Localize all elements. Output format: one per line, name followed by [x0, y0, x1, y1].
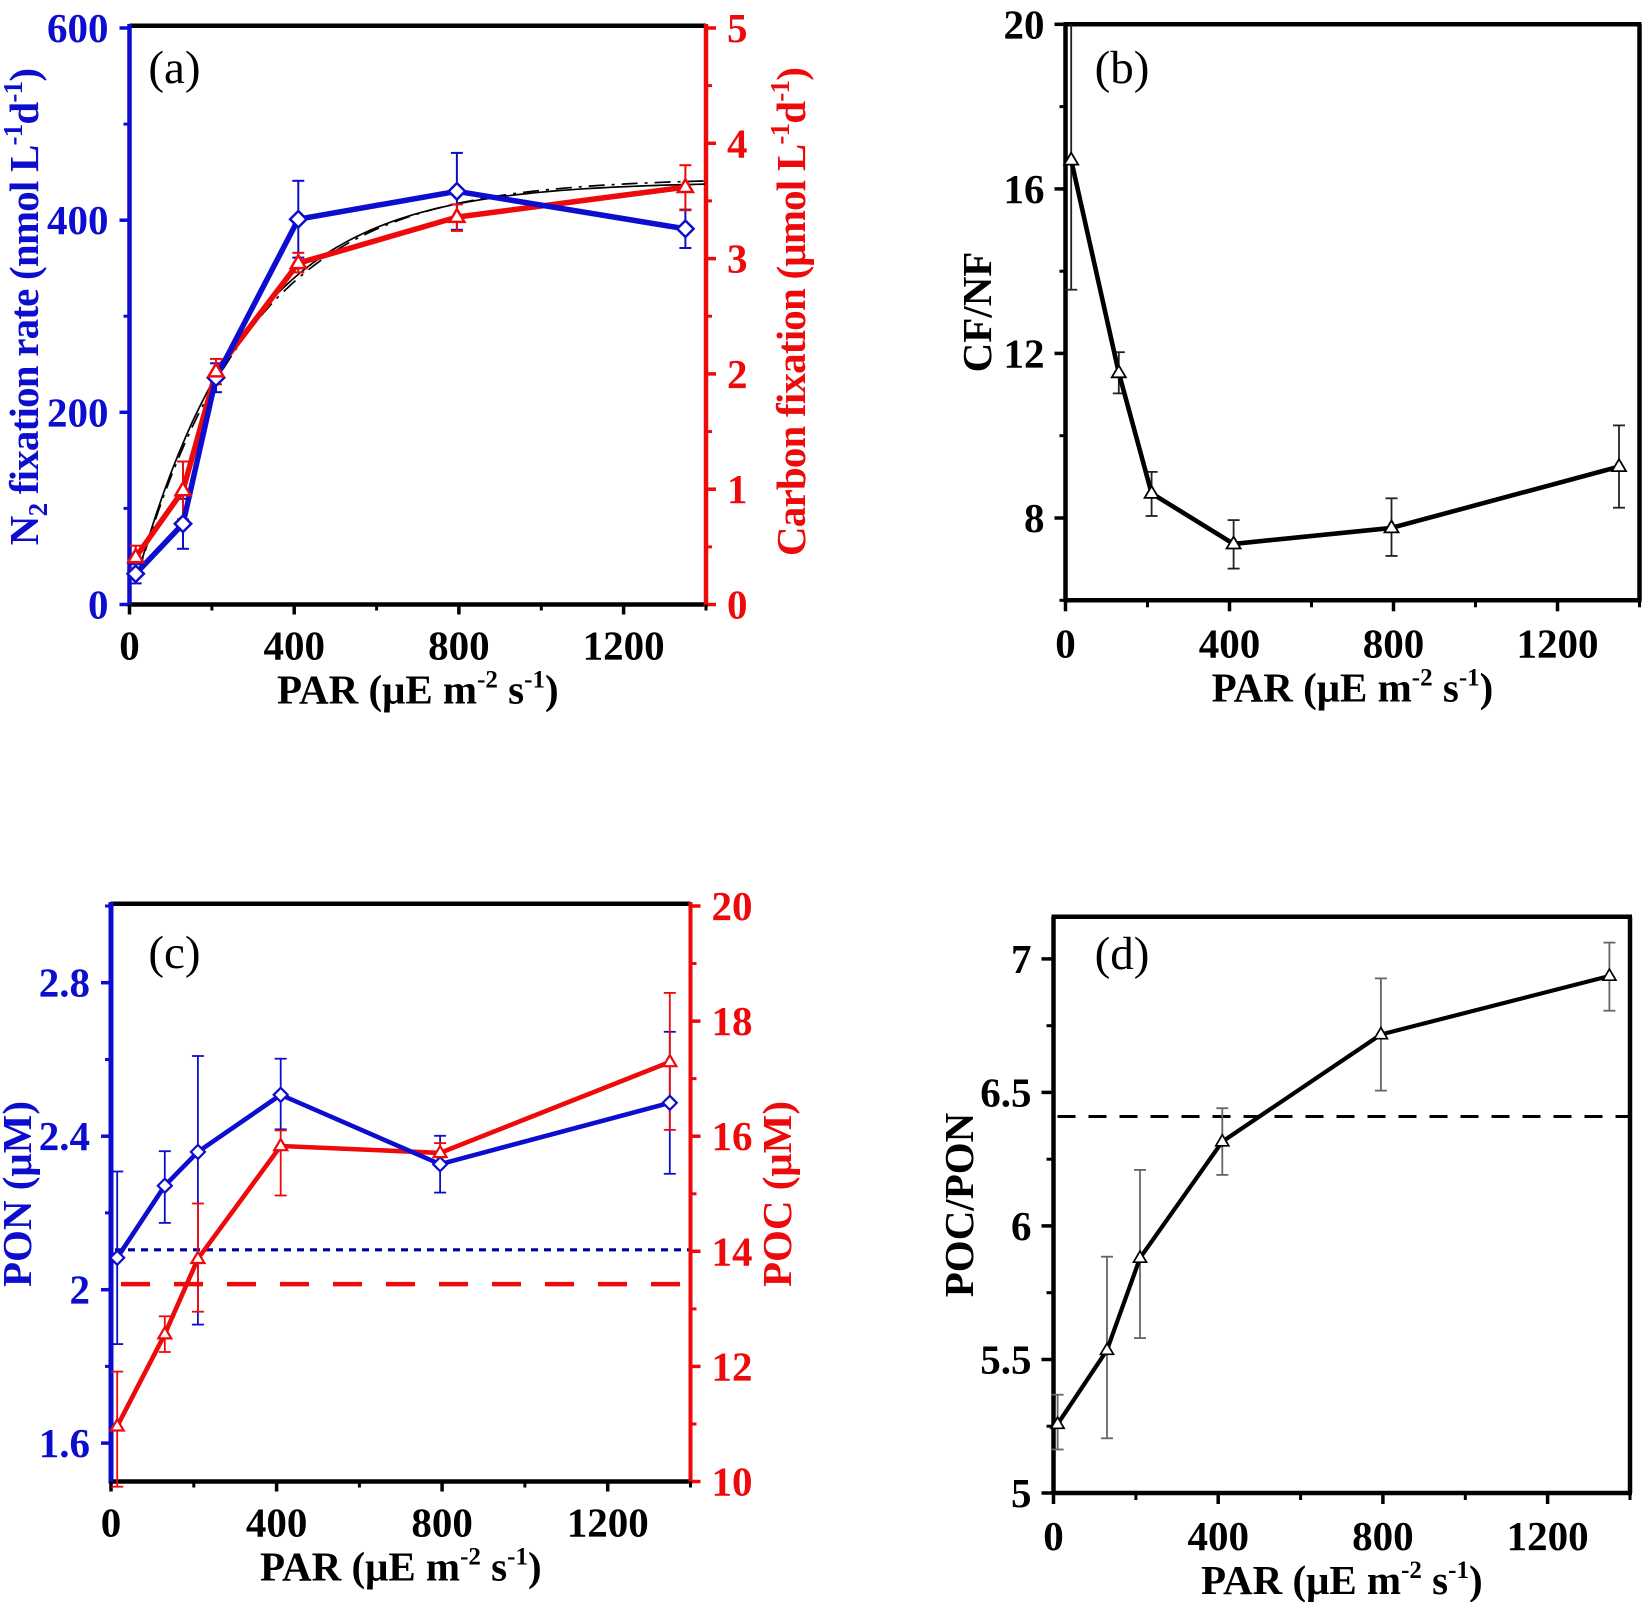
svg-text:400: 400 [47, 197, 109, 243]
svg-text:(b): (b) [1095, 42, 1150, 94]
svg-text:1200: 1200 [567, 1500, 649, 1546]
svg-text:6.5: 6.5 [980, 1069, 1031, 1115]
svg-text:800: 800 [428, 623, 490, 669]
svg-text:POC/PON: POC/PON [936, 1112, 982, 1297]
svg-text:8: 8 [1024, 495, 1045, 541]
svg-text:0: 0 [101, 1500, 122, 1546]
svg-text:10: 10 [712, 1459, 753, 1505]
svg-text:0: 0 [1055, 620, 1076, 666]
svg-text:20: 20 [1004, 1, 1045, 47]
svg-text:12: 12 [712, 1343, 753, 1389]
svg-text:(d): (d) [1095, 928, 1150, 980]
svg-text:0: 0 [119, 623, 140, 669]
svg-text:4: 4 [727, 120, 748, 166]
svg-text:1: 1 [727, 466, 748, 512]
svg-text:0: 0 [727, 582, 748, 628]
svg-text:(a): (a) [148, 42, 200, 94]
svg-text:Carbon fixation (μmol L-1d-1): Carbon fixation (μmol L-1d-1) [765, 68, 814, 556]
svg-text:400: 400 [246, 1500, 308, 1546]
svg-text:16: 16 [712, 1113, 753, 1159]
svg-text:POC (μM): POC (μM) [754, 1101, 800, 1287]
svg-text:1200: 1200 [1517, 620, 1599, 666]
svg-text:800: 800 [1363, 620, 1425, 666]
svg-text:800: 800 [411, 1500, 473, 1546]
svg-text:0: 0 [1043, 1513, 1064, 1559]
svg-text:CF/NF: CF/NF [954, 252, 1000, 373]
svg-text:12: 12 [1004, 330, 1045, 376]
svg-text:PAR (μE m-2 s-1): PAR (μE m-2 s-1) [1212, 664, 1494, 710]
svg-text:1.6: 1.6 [39, 1420, 90, 1466]
svg-text:N2 fixation rate (nmol L-1d-1): N2 fixation rate (nmol L-1d-1) [0, 69, 53, 545]
svg-text:PAR (μE m-2 s-1): PAR (μE m-2 s-1) [1201, 1557, 1483, 1602]
svg-text:14: 14 [712, 1228, 753, 1274]
svg-text:PAR (μE m-2 s-1): PAR (μE m-2 s-1) [277, 667, 559, 713]
svg-text:2.8: 2.8 [39, 960, 90, 1006]
svg-text:20: 20 [712, 883, 753, 929]
svg-text:2: 2 [70, 1267, 91, 1313]
svg-text:400: 400 [1187, 1513, 1249, 1559]
svg-text:5: 5 [1011, 1470, 1032, 1516]
svg-text:18: 18 [712, 998, 753, 1044]
svg-text:PAR (μE m-2 s-1): PAR (μE m-2 s-1) [260, 1544, 542, 1590]
svg-text:PON (μM): PON (μM) [0, 1101, 40, 1287]
svg-text:400: 400 [263, 623, 325, 669]
svg-text:5: 5 [727, 5, 748, 51]
svg-text:2: 2 [727, 351, 748, 397]
svg-text:0: 0 [88, 582, 109, 628]
svg-text:800: 800 [1352, 1513, 1414, 1559]
svg-text:16: 16 [1004, 166, 1045, 212]
svg-text:7: 7 [1011, 936, 1032, 982]
svg-text:200: 200 [47, 389, 109, 435]
svg-text:3: 3 [727, 236, 748, 282]
svg-text:1200: 1200 [1507, 1513, 1589, 1559]
svg-text:600: 600 [47, 5, 109, 51]
svg-text:(c): (c) [148, 927, 200, 979]
svg-text:1200: 1200 [583, 623, 665, 669]
svg-text:400: 400 [1199, 620, 1261, 666]
svg-text:6: 6 [1011, 1203, 1032, 1249]
svg-text:2.4: 2.4 [39, 1113, 90, 1159]
svg-text:5.5: 5.5 [980, 1337, 1031, 1383]
